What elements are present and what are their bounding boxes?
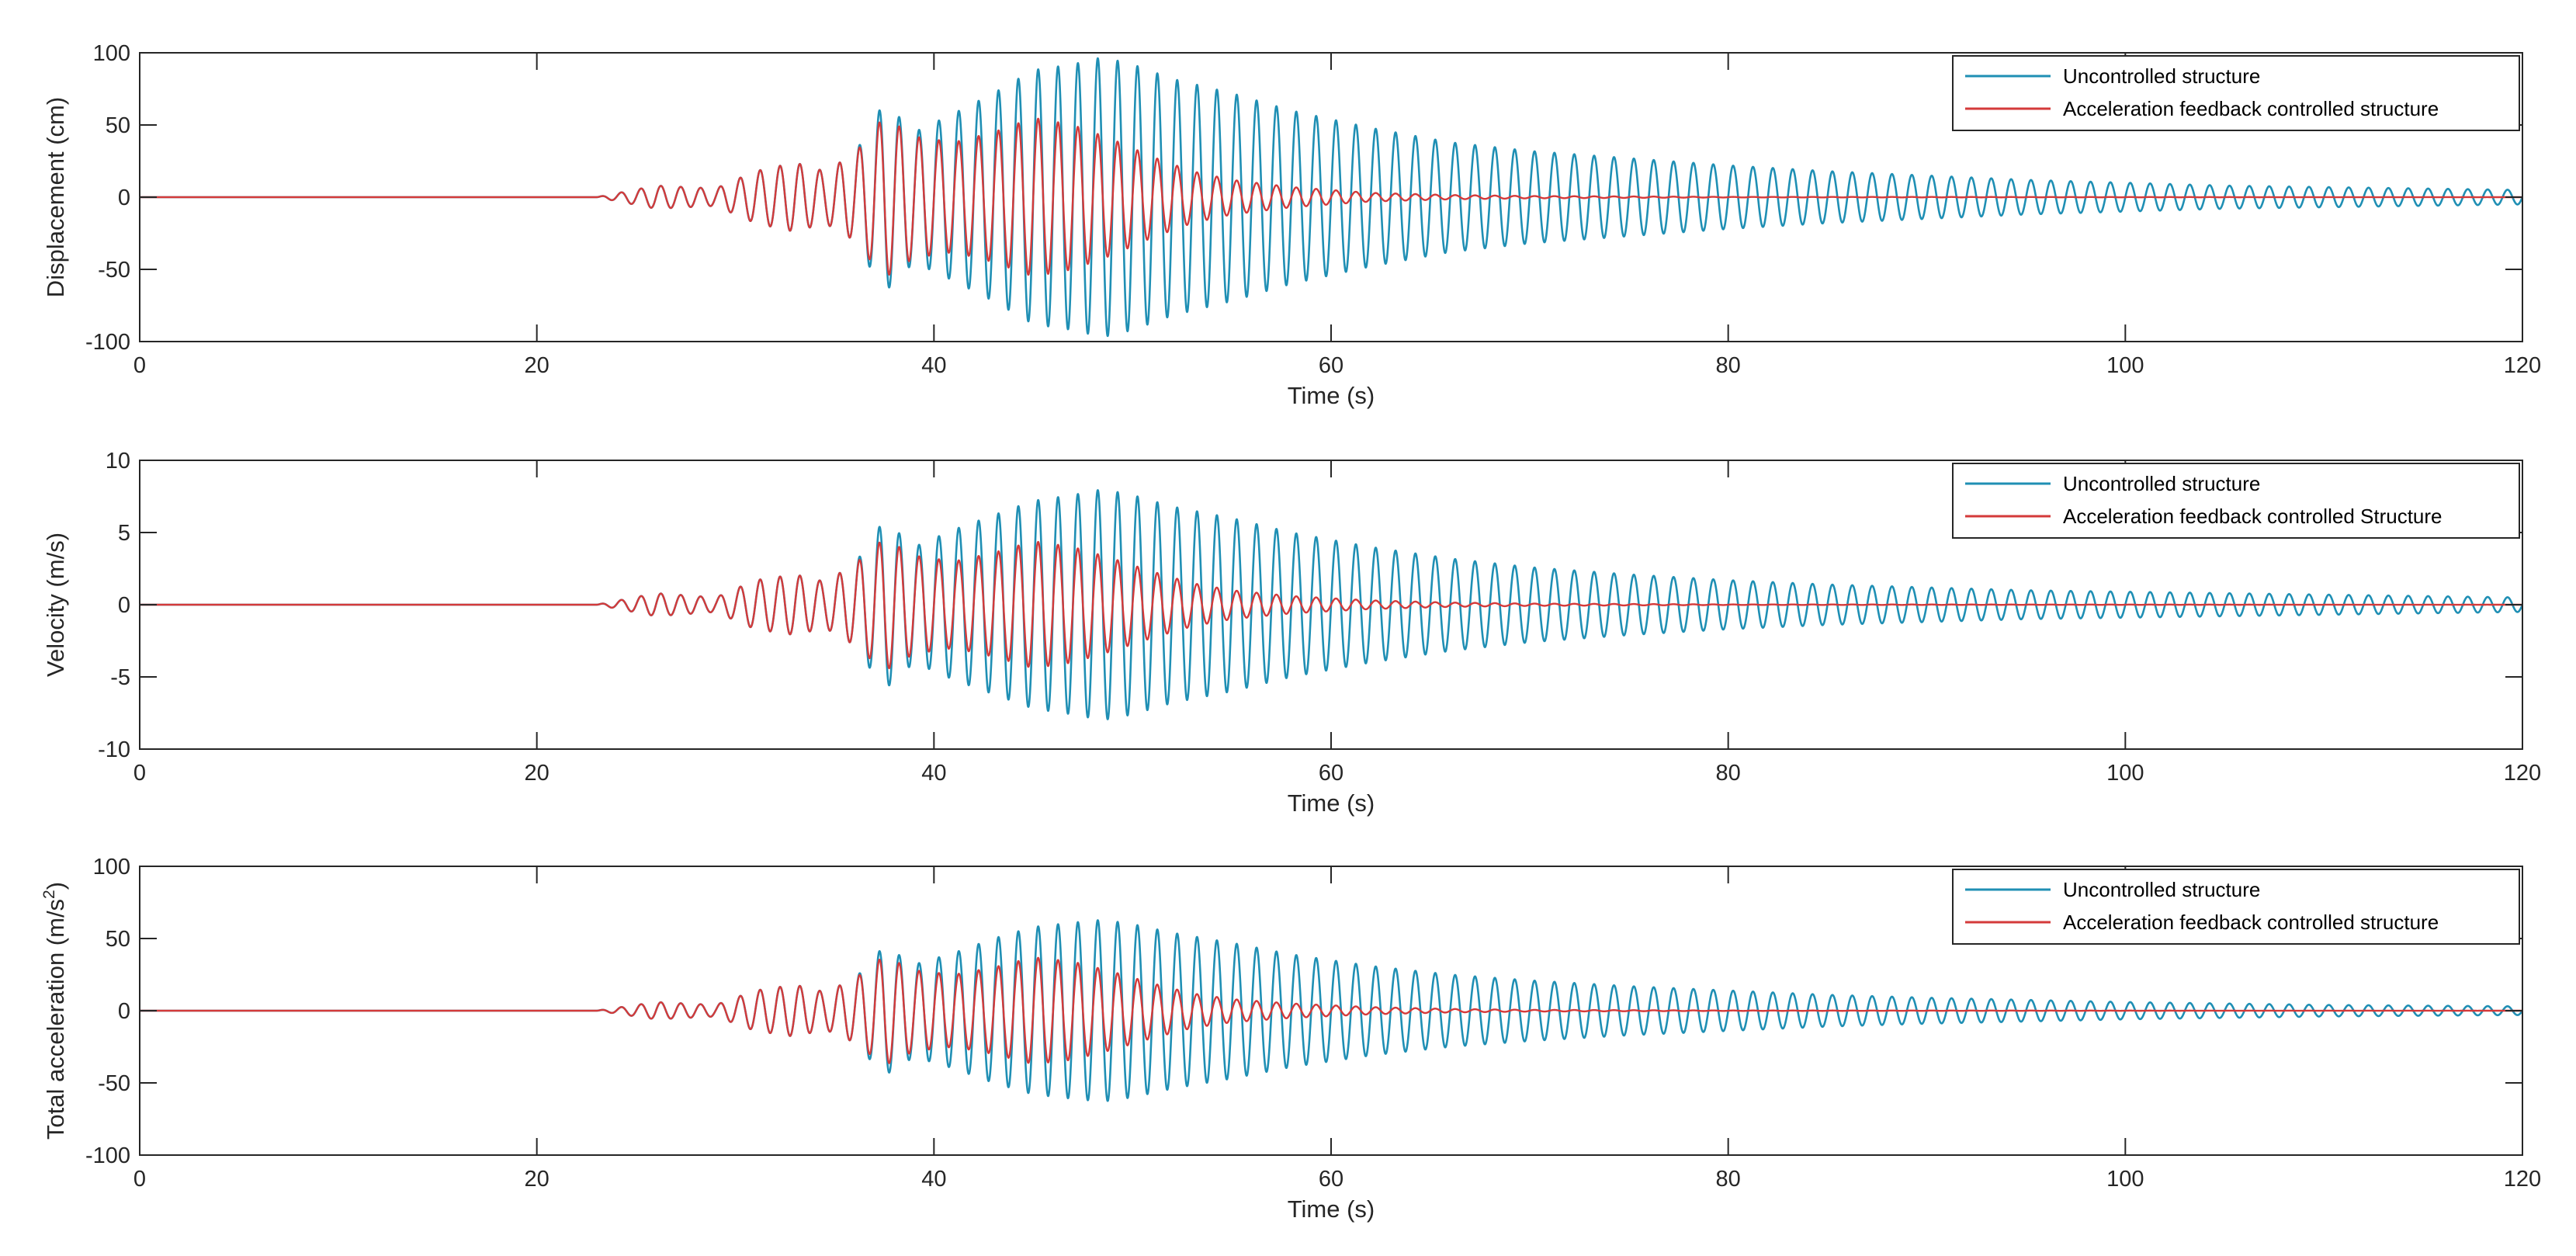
series-group [140, 57, 2522, 338]
subplot-3: 0 20 40 60 80 100 120 -100 -50 0 50 100 Time (s) Tota… [40, 855, 2541, 1223]
legend: Uncontrolled structure Acceleration feedb… [1952, 463, 2520, 539]
x-tick-label: 120 [2504, 761, 2541, 786]
x-tick-label: 60 [1319, 761, 1343, 786]
x-tick-label: 0 [133, 353, 146, 378]
y-axis-label: Displacement (cm) [42, 97, 69, 297]
series-line-controlled [140, 956, 2522, 1064]
y-tick-label: 10 [106, 449, 130, 474]
x-tick-label: 0 [133, 1167, 146, 1192]
series-group [140, 919, 2522, 1102]
x-tick-label: 40 [921, 1167, 946, 1192]
y-tick-label: -100 [85, 1143, 130, 1168]
legend-box [1952, 463, 2520, 539]
x-tick-label: 40 [921, 353, 946, 378]
y-tick-label: 100 [93, 41, 130, 66]
legend-box [1952, 869, 2520, 945]
x-tick-label: 60 [1319, 1167, 1343, 1192]
y-tick-label: -100 [85, 330, 130, 355]
legend: Uncontrolled structure Acceleration feedb… [1952, 869, 2520, 945]
y-tick-label: 0 [118, 999, 130, 1024]
x-axis-label: Time (s) [1288, 382, 1375, 409]
y-axis-label: Velocity (m/s) [42, 533, 69, 677]
x-tick-label: 40 [921, 761, 946, 786]
legend: Uncontrolled structure Acceleration feedb… [1952, 55, 2520, 131]
legend-entry: Uncontrolled structure [2063, 64, 2260, 88]
x-tick-label: 120 [2504, 1167, 2541, 1192]
x-tick-label: 20 [525, 761, 550, 786]
y-axis-label: Total acceleration (m/s2) [40, 882, 69, 1140]
x-tick-label: 20 [525, 353, 550, 378]
x-tick-label: 20 [525, 1167, 550, 1192]
subplot-2: 0 20 40 60 80 100 120 -10 -5 0 5 10 Time (s) Velocity… [42, 449, 2541, 817]
y-tick-label: -50 [98, 258, 130, 283]
y-tick-label: 50 [106, 927, 130, 952]
y-tick-label: -5 [110, 665, 130, 690]
subplot-1: 0 20 40 60 80 100 120 -100 -50 0 50 100 Time (s) Disp… [42, 41, 2541, 409]
y-tick-label: -50 [98, 1071, 130, 1096]
y-tick-label: 0 [118, 186, 130, 210]
x-tick-label: 100 [2106, 353, 2144, 378]
x-axis-label: Time (s) [1288, 1195, 1375, 1223]
y-tick-label: 5 [118, 521, 130, 546]
legend-entry: Acceleration feedback controlled Structu… [2063, 505, 2443, 528]
x-tick-label: 80 [1716, 1167, 1741, 1192]
x-tick-label: 100 [2106, 1167, 2144, 1192]
x-tick-label: 60 [1319, 353, 1343, 378]
legend-box [1952, 55, 2520, 131]
x-tick-label: 0 [133, 761, 146, 786]
y-tick-label: 0 [118, 593, 130, 618]
series-group [140, 489, 2522, 720]
x-tick-label: 120 [2504, 353, 2541, 378]
y-tick-label: 50 [106, 113, 130, 138]
x-axis-label: Time (s) [1288, 789, 1375, 817]
x-tick-label: 80 [1716, 761, 1741, 786]
legend-entry: Acceleration feedback controlled structu… [2063, 97, 2439, 120]
x-tick-label: 100 [2106, 761, 2144, 786]
legend-entry: Uncontrolled structure [2063, 878, 2260, 901]
x-tick-label: 80 [1716, 353, 1741, 378]
y-tick-label: 100 [93, 855, 130, 880]
series-line-controlled [140, 540, 2522, 670]
y-tick-label: -10 [98, 737, 130, 762]
legend-entry: Acceleration feedback controlled structu… [2063, 911, 2439, 934]
legend-entry: Uncontrolled structure [2063, 472, 2260, 495]
series-line-controlled [140, 117, 2522, 276]
